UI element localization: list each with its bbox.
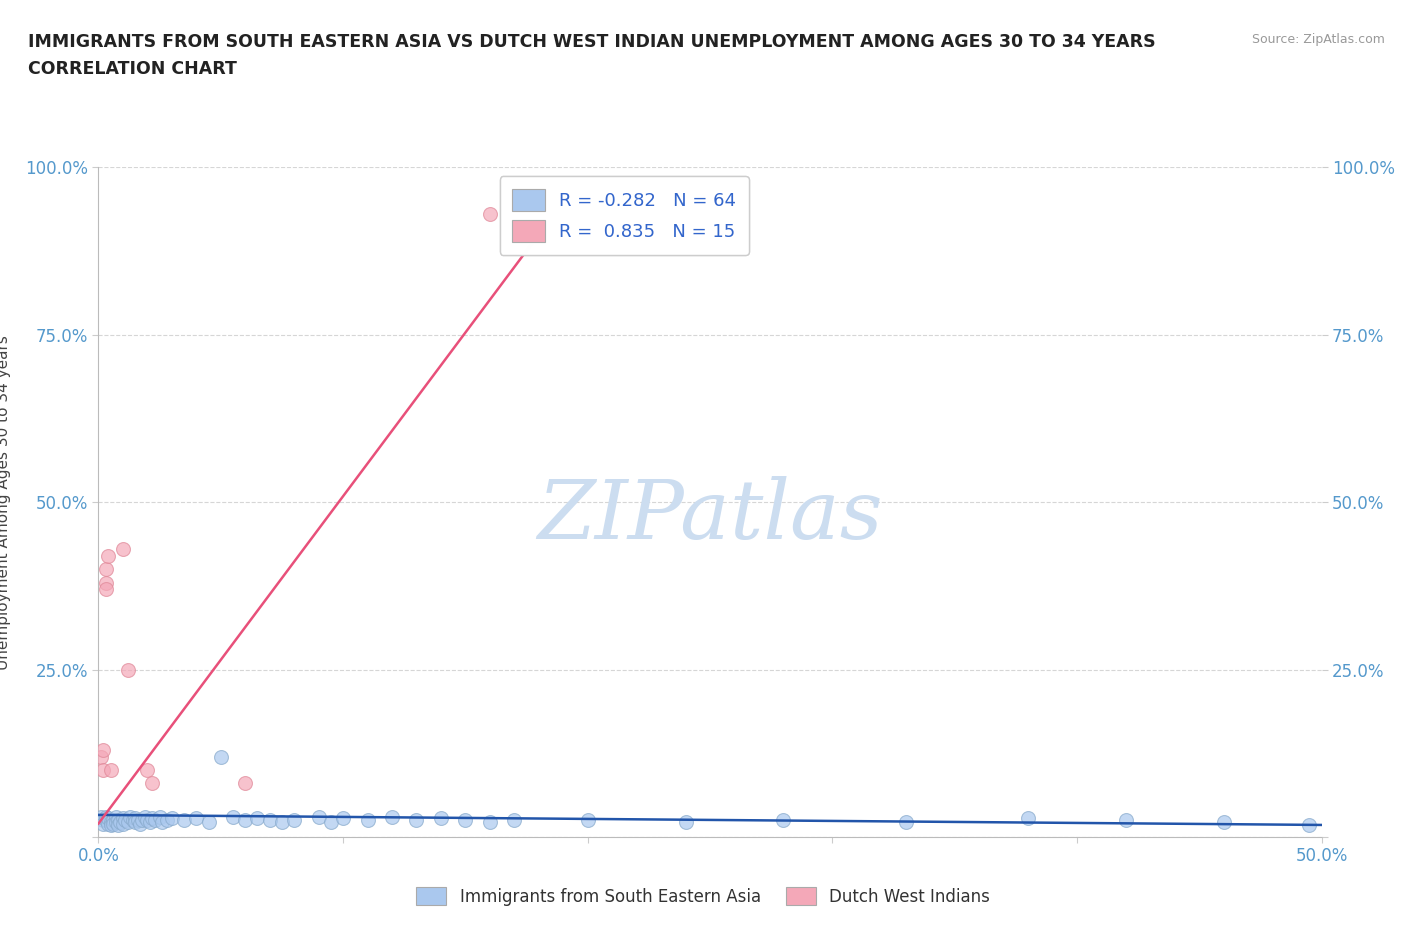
Point	[91, 813, 114, 828]
Point	[101, 813, 124, 828]
Point	[90, 750, 112, 764]
Point	[94, 562, 117, 577]
Point	[127, 813, 149, 828]
Point	[117, 815, 139, 830]
Point	[894, 815, 917, 830]
Point	[270, 815, 294, 830]
Point	[319, 815, 342, 830]
Text: IMMIGRANTS FROM SOUTH EASTERN ASIA VS DUTCH WEST INDIAN UNEMPLOYMENT AMONG AGES : IMMIGRANTS FROM SOUTH EASTERN ASIA VS DU…	[28, 33, 1156, 50]
Point	[90, 809, 112, 824]
Point	[111, 817, 134, 831]
Point	[197, 815, 219, 830]
Point	[356, 813, 378, 828]
Y-axis label: Unemployment Among Ages 30 to 34 years: Unemployment Among Ages 30 to 34 years	[0, 335, 11, 670]
Point	[430, 811, 453, 826]
Text: ZIPatlas: ZIPatlas	[537, 475, 883, 555]
Point	[149, 809, 172, 824]
Point	[143, 813, 166, 828]
Point	[91, 817, 114, 831]
Point	[141, 776, 163, 790]
Point	[454, 813, 477, 828]
Point	[91, 742, 114, 757]
Point	[91, 763, 114, 777]
Point	[101, 817, 124, 831]
Point	[478, 206, 501, 221]
Point	[117, 662, 139, 677]
Text: CORRELATION CHART: CORRELATION CHART	[28, 60, 238, 78]
Point	[503, 813, 526, 828]
Point	[111, 541, 134, 556]
Point	[104, 815, 127, 830]
Point	[259, 813, 281, 828]
Point	[97, 817, 120, 831]
Point	[1017, 811, 1039, 826]
Point	[124, 811, 146, 826]
Point	[233, 813, 256, 828]
Point	[94, 575, 117, 590]
Point	[120, 809, 142, 824]
Point	[772, 813, 794, 828]
Point	[131, 813, 153, 828]
Point	[332, 811, 354, 826]
Point	[405, 813, 427, 828]
Point	[97, 811, 120, 826]
Point	[1298, 817, 1320, 832]
Point	[381, 809, 404, 824]
Legend: R = -0.282   N = 64, R =  0.835   N = 15: R = -0.282 N = 64, R = 0.835 N = 15	[499, 177, 749, 255]
Point	[111, 811, 134, 826]
Point	[576, 813, 599, 828]
Point	[139, 815, 162, 830]
Point	[141, 811, 163, 826]
Point	[246, 811, 269, 826]
Point	[124, 815, 146, 830]
Point	[100, 817, 122, 832]
Point	[283, 813, 305, 828]
Point	[97, 549, 120, 564]
Point	[136, 813, 159, 828]
Point	[94, 813, 117, 828]
Point	[308, 809, 330, 824]
Point	[478, 815, 501, 830]
Point	[222, 809, 245, 824]
Point	[675, 815, 697, 830]
Point	[129, 817, 152, 831]
Point	[160, 811, 183, 826]
Point	[107, 817, 129, 832]
Text: Source: ZipAtlas.com: Source: ZipAtlas.com	[1251, 33, 1385, 46]
Point	[233, 776, 256, 790]
Point	[100, 815, 122, 830]
Point	[209, 750, 232, 764]
Point	[156, 813, 179, 828]
Legend: Immigrants from South Eastern Asia, Dutch West Indians: Immigrants from South Eastern Asia, Dutc…	[409, 881, 997, 912]
Point	[134, 809, 156, 824]
Point	[150, 815, 173, 830]
Point	[121, 813, 143, 828]
Point	[110, 815, 132, 830]
Point	[186, 811, 208, 826]
Point	[173, 813, 195, 828]
Point	[136, 763, 159, 777]
Point	[94, 582, 117, 597]
Point	[1115, 813, 1137, 828]
Point	[100, 763, 122, 777]
Point	[114, 813, 136, 828]
Point	[94, 809, 117, 824]
Point	[1212, 815, 1234, 830]
Point	[107, 813, 129, 828]
Point	[104, 809, 127, 824]
